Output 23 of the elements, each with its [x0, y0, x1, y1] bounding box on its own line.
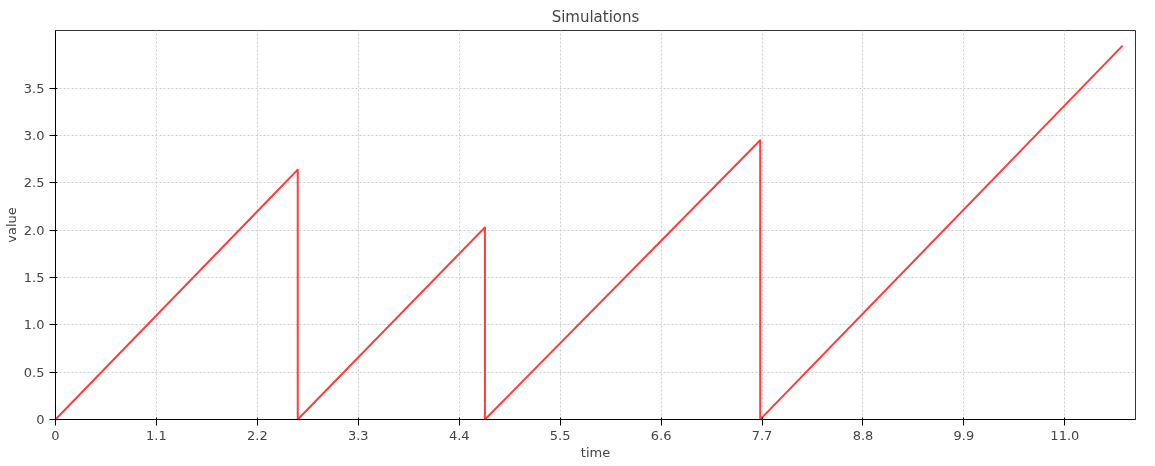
y-tick-label: 3.5 — [23, 80, 45, 96]
y-tick-label: 1.5 — [23, 270, 45, 286]
y-axis-title: value — [3, 207, 19, 243]
y-tick-label: 2.0 — [23, 222, 45, 238]
x-tick-label: 7.7 — [751, 427, 773, 443]
x-tick-label: 3.3 — [347, 427, 369, 443]
y-tick-label: 2.5 — [23, 175, 45, 191]
y-tick-label: 0 — [36, 412, 45, 427]
x-tick-label: 0 — [51, 427, 60, 443]
x-tick-label: 2.2 — [247, 427, 268, 443]
x-tick-label: 8.8 — [852, 427, 874, 443]
y-tick-label: 3.0 — [23, 128, 45, 144]
x-tick-label: 4.4 — [448, 427, 470, 443]
y-tick-label: 1.0 — [23, 317, 45, 333]
x-tick-label: 5.5 — [549, 427, 571, 443]
chart-title: Simulations — [551, 7, 640, 26]
x-tick-label: 9.9 — [953, 427, 975, 443]
y-tick-label: 0.5 — [23, 364, 45, 380]
x-tick-label: 1.1 — [146, 427, 167, 443]
line-series — [55, 44, 1124, 420]
x-tick-label: 6.6 — [650, 427, 672, 443]
x-tick-label: 11.0 — [1050, 427, 1080, 443]
x-axis-title: time — [580, 444, 611, 460]
